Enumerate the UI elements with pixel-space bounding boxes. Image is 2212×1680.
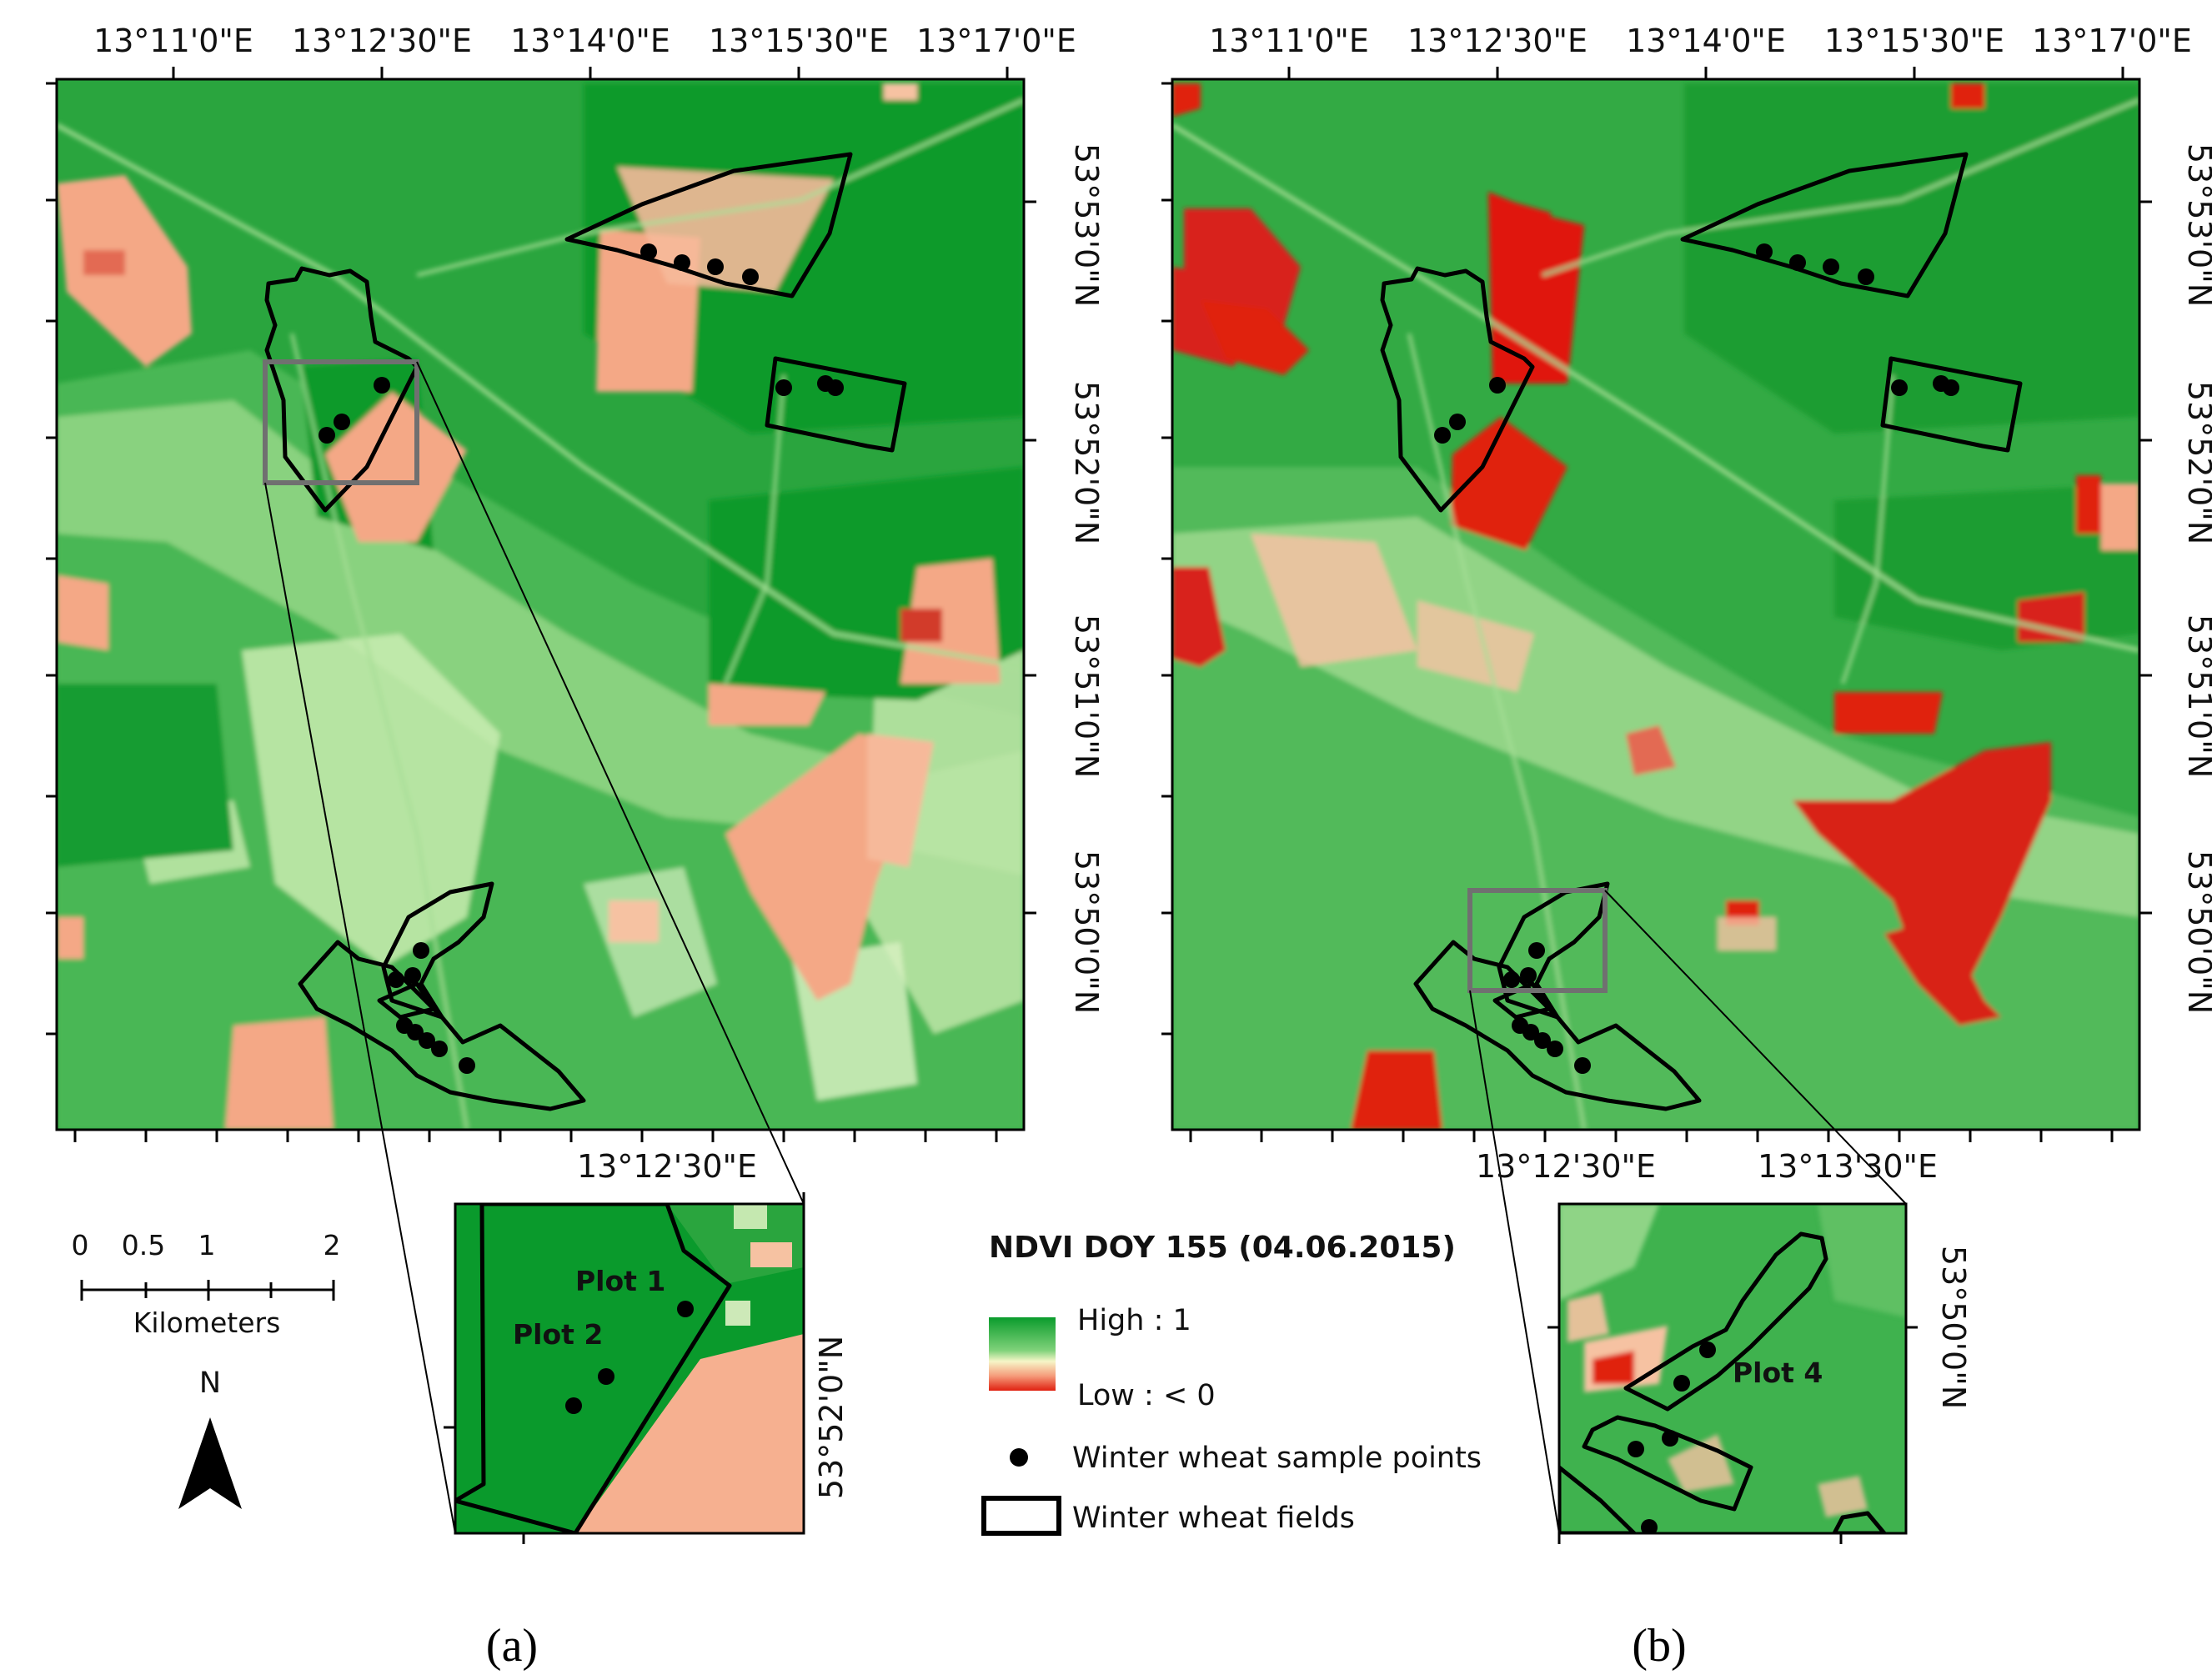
panel-a-lon-label: 13°14'0"E [510, 23, 670, 59]
panel-b-caption: (b) [1632, 1620, 1686, 1672]
legend: NDVI DOY 155 (04.06.2015) High : 1 Low :… [981, 1231, 1482, 1536]
panel-a-lon-labels: 13°11'0"E 13°12'30"E 13°14'0"E 13°15'30"… [93, 23, 1076, 59]
panel-a-inset-lon-label: 13°12'30"E [577, 1148, 757, 1185]
panel-b-inset-lat-label: 53°50'0"N [1935, 1246, 1972, 1409]
scale-tick-label: 2 [324, 1229, 341, 1261]
panel-a-inset-map [455, 1204, 804, 1533]
panel-a-lon-label: 13°11'0"E [93, 23, 253, 59]
panel-b-lon-label: 13°12'30"E [1407, 23, 1588, 59]
panel-a-inset-lat-label: 53°52'0"N [813, 1336, 850, 1499]
panel-a-lat-labels: 53°53'0"N 53°52'0"N 53°51'0"N 53°50'0"N [1068, 143, 1105, 1014]
scale-bar: 0 0.5 1 2 Kilometers [72, 1229, 341, 1339]
panel-a-inset-ticks [444, 1192, 805, 1544]
plot-4-label: Plot 4 [1733, 1357, 1823, 1389]
plot-2-label: Plot 2 [513, 1318, 603, 1351]
legend-fields-label: Winter wheat fields [1072, 1502, 1355, 1535]
panel-a-inset-box [263, 359, 419, 485]
legend-high-label: High : 1 [1077, 1304, 1191, 1337]
scale-tick-label: 0 [72, 1229, 89, 1261]
north-label: N [199, 1367, 221, 1400]
legend-title: NDVI DOY 155 (04.06.2015) [989, 1231, 1456, 1265]
panel-a-inset-frame [454, 1202, 805, 1535]
scale-tick-label: 1 [198, 1229, 216, 1261]
panel-b-lon-label: 13°11'0"E [1209, 23, 1369, 59]
panel-a-caption: (a) [486, 1620, 538, 1672]
panel-b-sample-points [1434, 243, 1959, 1074]
panel-a-lat-label: 53°50'0"N [1068, 850, 1105, 1014]
panel-b-inset-ticks [1547, 1326, 1918, 1544]
panel-b-inset-box [1467, 888, 1608, 993]
ndvi-color-ramp [989, 1317, 1056, 1391]
north-arrow-icon: N [178, 1367, 242, 1509]
panel-b-ticks [1161, 67, 2152, 1142]
plot-1-label: Plot 1 [575, 1265, 665, 1297]
panel-b-lat-labels: 53°53'0"N 53°52'0"N 53°51'0"N 53°50'0"N [2181, 143, 2212, 1014]
panel-a-map [57, 79, 1024, 1130]
panel-b-lon-labels: 13°11'0"E 13°12'30"E 13°14'0"E 13°15'30"… [1209, 23, 2192, 59]
scale-unit-label: Kilometers [133, 1306, 281, 1339]
panel-b-frame [1171, 78, 2141, 1131]
panel-b-inset-lon-label: 13°13'30"E [1758, 1148, 1938, 1185]
panel-a-lon-label: 13°15'30"E [709, 23, 889, 59]
panel-a-zoom-lines [264, 361, 805, 1534]
panel-b-zoom-lines [1469, 890, 1907, 1534]
panel-a-lat-label: 53°53'0"N [1068, 143, 1105, 307]
panel-b-lat-label: 53°52'0"N [2181, 381, 2212, 544]
panel-a-lon-label: 13°17'0"E [916, 23, 1076, 59]
panel-b-inset-lon-label: 13°12'30"E [1476, 1148, 1656, 1185]
legend-low-label: Low : < 0 [1077, 1379, 1216, 1412]
panel-b-lon-label: 13°15'30"E [1824, 23, 2004, 59]
sample-point-icon [1010, 1448, 1028, 1467]
panel-b-inset-frame [1557, 1202, 1908, 1535]
panel-b-lat-label: 53°50'0"N [2181, 850, 2212, 1014]
panel-a-lon-label: 13°12'30"E [292, 23, 472, 59]
scale-tick-label: 0.5 [122, 1229, 165, 1261]
panel-a-lat-label: 53°52'0"N [1068, 381, 1105, 544]
panel-a-frame [55, 78, 1026, 1131]
panel-b-lon-label: 13°14'0"E [1626, 23, 1786, 59]
panel-a-sample-points [319, 243, 844, 1074]
field-outline-icon [981, 1496, 1061, 1536]
panel-b-lat-label: 53°53'0"N [2181, 143, 2212, 307]
panel-b-lat-label: 53°51'0"N [2181, 614, 2212, 778]
panel-b-map [1172, 79, 2139, 1130]
panel-a-ticks [46, 67, 1036, 1142]
panel-a-lat-label: 53°51'0"N [1068, 614, 1105, 778]
legend-points-label: Winter wheat sample points [1072, 1442, 1482, 1475]
panel-b-inset-map [1559, 1204, 1906, 1533]
panel-b-lon-label: 13°17'0"E [2032, 23, 2192, 59]
